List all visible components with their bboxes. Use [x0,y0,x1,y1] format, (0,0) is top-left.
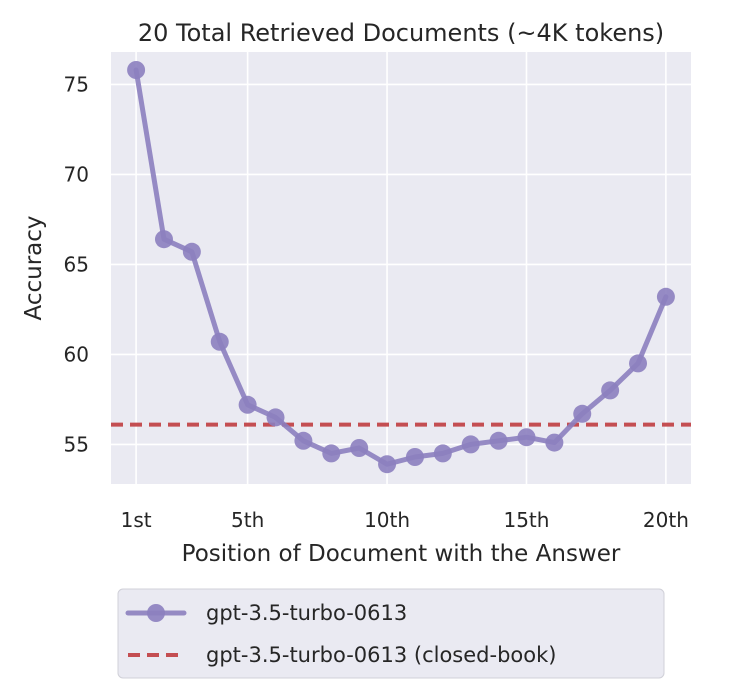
y-axis: 55 60 65 70 75 [64,72,89,456]
data-point [405,448,424,466]
legend-label-closed-book: gpt-3.5-turbo-0613 (closed-book) [206,643,556,667]
y-tick-label: 70 [64,162,89,186]
y-tick-label: 65 [64,252,89,276]
data-point [238,395,257,414]
data-point [350,439,369,457]
y-axis-label: Accuracy [21,215,47,320]
legend-box [117,588,665,679]
y-tick-label: 75 [64,72,89,96]
data-point [629,354,648,373]
data-point [656,287,675,306]
data-point [182,242,201,261]
data-point [266,408,285,427]
chart-title: 20 Total Retrieved Documents (~4K tokens… [138,19,664,47]
data-point [433,444,452,463]
x-tick-label: 5th [231,508,264,532]
x-tick-label: 20th [643,508,689,532]
legend: gpt-3.5-turbo-0613 gpt-3.5-turbo-0613 (c… [117,588,665,679]
data-point [322,444,341,463]
data-point [127,61,146,79]
x-axis-label: Position of Document with the Answer [182,541,621,567]
legend-marker-swatch [147,604,165,622]
data-point [573,404,592,423]
y-tick-label: 60 [64,342,89,366]
x-axis: 1st 5th 10th 15th 20th [121,508,689,532]
plot-area [111,52,691,484]
data-point [601,381,620,400]
x-tick-label: 15th [503,508,549,532]
x-tick-label: 1st [121,508,152,532]
x-tick-label: 10th [364,508,410,532]
data-point [294,431,313,450]
data-point [378,455,397,474]
gpt-series [127,61,675,474]
data-point [461,435,480,454]
data-point [154,230,173,249]
data-point [489,431,508,450]
data-point [517,428,536,447]
y-tick-label: 55 [64,432,89,456]
legend-label-gpt: gpt-3.5-turbo-0613 [206,601,407,625]
data-point [210,332,229,351]
data-point [545,433,564,452]
